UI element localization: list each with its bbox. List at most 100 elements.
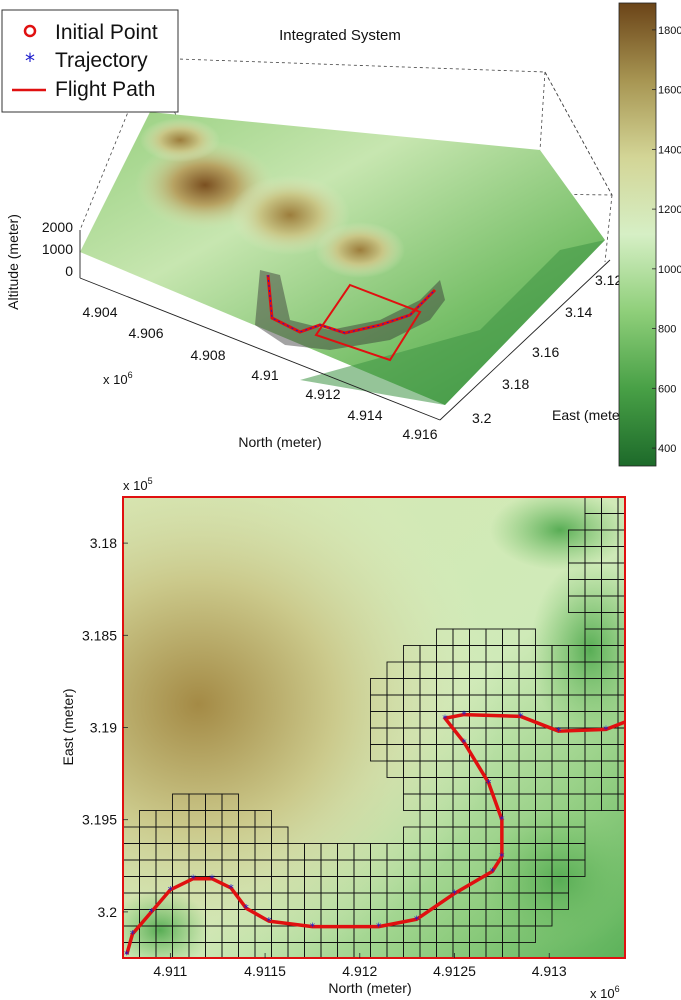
north-exponent: x 106 — [103, 370, 133, 387]
x-tick-label: 4.913 — [532, 963, 567, 979]
trajectory-point: * — [486, 777, 492, 790]
north-axis-title: North (meter) — [238, 434, 321, 450]
z-axis-ticks: 2000 1000 0 — [42, 219, 73, 279]
colorbar-tick-label: 1400 — [658, 144, 681, 156]
north-tick-label: 4.904 — [82, 304, 117, 320]
legend: Initial Point * Trajectory Flight Path — [1, 9, 179, 113]
trajectory-point: * — [130, 928, 136, 941]
surface-title: Integrated System — [279, 27, 401, 44]
trajectory-point: * — [310, 921, 316, 934]
east-tick-label: 3.18 — [502, 376, 529, 392]
trajectory-point: * — [603, 723, 609, 736]
asterisk-marker-icon: * — [25, 49, 35, 73]
trajectory-point: * — [228, 882, 234, 895]
trajectory-point: * — [660, 611, 666, 624]
grid-cell — [617, 612, 625, 630]
grid-cell — [617, 661, 625, 679]
x-tick-label: 4.9125 — [433, 963, 476, 979]
trajectory-point: * — [243, 902, 249, 915]
colorbar-tick-label: 800 — [658, 324, 676, 336]
grid-cell — [617, 595, 625, 613]
trajectory-point: * — [376, 921, 382, 934]
grid-cell — [617, 497, 625, 514]
north-axis-line — [79, 277, 441, 421]
grid-cell — [535, 909, 553, 927]
north-axis-ticks: 4.904 4.906 4.908 4.91 4.912 4.914 4.916 — [82, 304, 437, 442]
colorbar-tick-label: 600 — [658, 383, 676, 395]
east-tick-label: 3.14 — [565, 304, 592, 320]
trajectory-point: * — [461, 736, 467, 749]
colorbar-tick-label: 1800 — [658, 25, 681, 37]
y-tick-label: 3.195 — [82, 812, 117, 828]
north-tick-label: 4.91 — [251, 367, 278, 383]
grid-cell — [617, 562, 625, 580]
north-tick-label: 4.914 — [347, 407, 382, 423]
y-tick-label: 3.18 — [90, 535, 117, 551]
colorbar-tick-label: 1200 — [658, 204, 681, 216]
grid-cell — [502, 942, 520, 958]
grid-cell — [617, 678, 625, 696]
grid-cell — [617, 760, 625, 778]
trajectory-point: * — [641, 709, 647, 722]
y-tick-label: 3.185 — [82, 627, 117, 643]
trajectory-point: * — [414, 913, 420, 926]
north-tick-label: 4.916 — [402, 426, 437, 442]
trajectory-point: * — [499, 814, 505, 827]
grid-cell — [617, 628, 625, 646]
x-tick-label: 4.911 — [153, 963, 187, 979]
heatmap-x-title: North (meter) — [328, 980, 411, 996]
grid-cell — [617, 546, 625, 564]
grid-cell — [518, 925, 536, 943]
trajectory-point: * — [499, 851, 505, 864]
colorbar-tick-label: 400 — [658, 443, 676, 455]
grid-cell — [617, 645, 625, 663]
grid-cell — [617, 711, 625, 729]
east-exponent: x 105 — [123, 476, 153, 493]
trajectory-point: * — [461, 709, 467, 722]
trajectory-point: * — [641, 565, 647, 578]
z-tick-label: 1000 — [42, 241, 73, 257]
north-tick-label: 4.912 — [305, 386, 340, 402]
x-tick-label: 4.9115 — [244, 963, 286, 979]
grid-cell — [617, 694, 625, 712]
grid-cell — [617, 744, 625, 762]
trajectory-point: * — [670, 688, 676, 701]
trajectory-point: * — [656, 537, 662, 550]
trajectory-point: * — [490, 865, 496, 878]
trajectory-point: * — [452, 887, 458, 900]
grid-cell — [551, 892, 569, 910]
y-tick-label: 3.19 — [90, 720, 117, 736]
trajectory-region-3d — [255, 270, 445, 362]
colorbar-tick-label: 1000 — [658, 264, 681, 276]
trajectory-point: * — [556, 725, 562, 738]
grid-cell — [617, 777, 625, 795]
grid-cell — [617, 793, 625, 811]
trajectory-point: * — [168, 884, 174, 897]
z-tick-label: 2000 — [42, 219, 73, 235]
grid-cell — [617, 513, 625, 531]
east-axis-line — [439, 259, 611, 421]
heatmap-plot: ****************************** 4.9114.91… — [60, 476, 676, 1000]
trajectory-point: * — [124, 948, 130, 961]
trajectory-point: * — [518, 710, 524, 723]
trajectory-point: * — [442, 712, 448, 725]
legend-label: Initial Point — [55, 21, 158, 44]
trajectory-point: * — [266, 915, 272, 928]
trajectory-point: * — [190, 873, 196, 886]
east-tick-label: 3.2 — [472, 410, 492, 426]
heatmap-y-title: East (meter) — [60, 688, 76, 765]
trajectory-point: * — [209, 873, 215, 886]
z-tick-label: 0 — [65, 263, 73, 279]
east-tick-label: 3.16 — [532, 344, 559, 360]
grid-cell — [617, 529, 625, 547]
x-tick-label: 4.912 — [342, 963, 377, 979]
east-axis-title: East (meter) — [552, 407, 629, 423]
grid-cell — [568, 859, 586, 877]
colorbar: 1800 1600 1400 1200 1000 800 600 400 — [618, 2, 681, 467]
north-exponent-2: x 106 — [590, 984, 620, 1000]
east-tick-label: 3.12 — [595, 272, 622, 288]
legend-label: Flight Path — [55, 78, 155, 101]
zoom-region-box — [314, 283, 422, 362]
terrain-surface — [80, 112, 605, 405]
